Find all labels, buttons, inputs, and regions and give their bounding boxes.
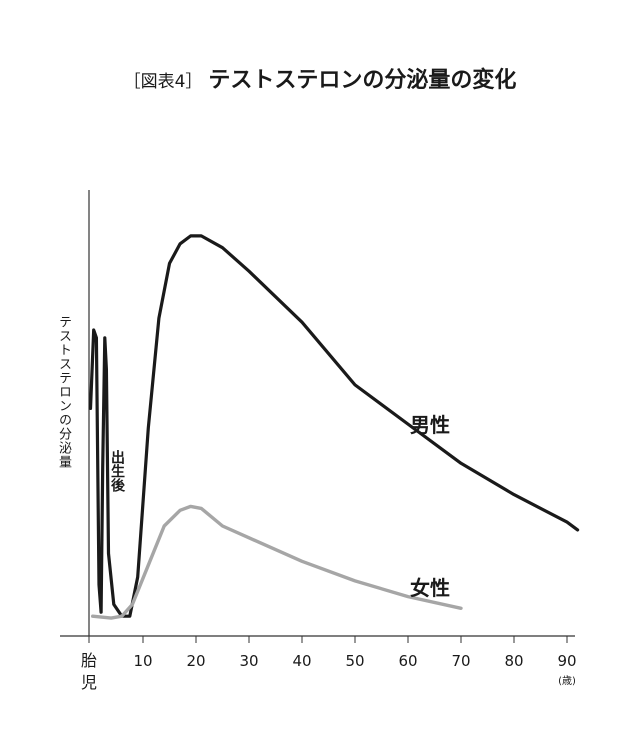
x-tick-label: 胎: [81, 651, 97, 670]
x-tick-label: 20: [186, 652, 205, 670]
chart-title: ［図表4］ テストステロンの分泌量の変化: [0, 62, 640, 94]
series-label-female: 女性: [410, 576, 450, 600]
series-line-female: [91, 504, 463, 620]
x-tick-label: 40: [292, 652, 311, 670]
x-tick-label: 70: [451, 652, 470, 670]
series-label-male: 男性: [410, 413, 450, 437]
figure-number: ［図表4］: [123, 72, 203, 92]
series-line-male: [88, 234, 580, 618]
y-axis-label: テストステロンの分泌量: [56, 315, 71, 469]
title-text: テストステロンの分泌量の変化: [208, 68, 517, 93]
x-tick-label: 30: [239, 652, 258, 670]
x-axis-unit: (歳): [558, 675, 576, 687]
x-tick-label: 90: [557, 652, 576, 670]
x-tick-label: 80: [504, 652, 523, 670]
annotation-after-birth: 出生後: [109, 449, 125, 493]
x-tick-label: 50: [345, 652, 364, 670]
x-tick-label: 児: [81, 673, 97, 692]
x-tick-label: 60: [398, 652, 417, 670]
x-tick-label: 10: [133, 652, 152, 670]
